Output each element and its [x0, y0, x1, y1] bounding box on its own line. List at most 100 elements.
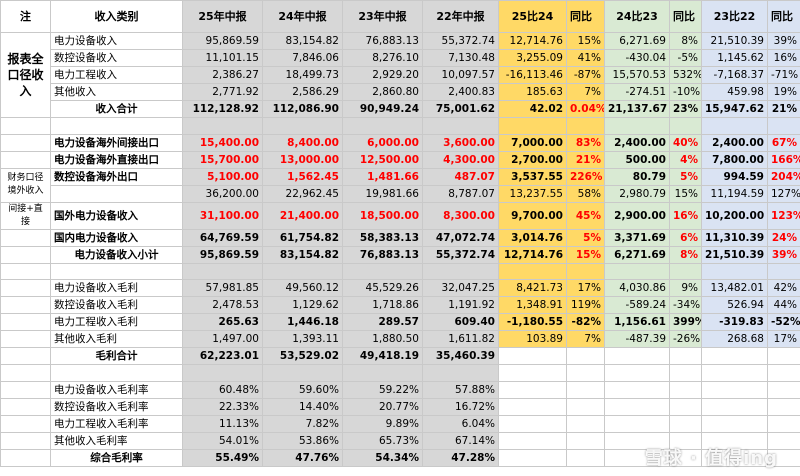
table-cell: 2,929.20: [342, 66, 423, 84]
table-cell: 12,714.76: [498, 32, 567, 50]
table-cell: 21,400.00: [262, 201, 343, 230]
table-cell: 112,128.92: [182, 100, 263, 118]
table-cell: 9,700.00: [498, 201, 567, 230]
table-row: 电力设备收入毛利率 60.48% 59.60% 59.22% 57.88%: [0, 381, 800, 400]
table-cell: 21,137.67: [604, 100, 670, 118]
table-cell: [566, 432, 605, 451]
table-cell: -274.51: [604, 83, 670, 101]
header-cell: 同比: [669, 0, 702, 33]
table-cell: [669, 449, 702, 468]
table-cell: 2,900.00: [604, 201, 670, 230]
table-cell: [604, 347, 670, 366]
table-cell: [566, 449, 605, 468]
note-cell: [0, 228, 51, 247]
table-cell: 5%: [566, 228, 605, 247]
table-cell: [604, 117, 670, 135]
table-row: 电力工程收入 2,386.27 18,499.73 2,929.20 10,097.57…: [1, 66, 800, 84]
table-cell: 39%: [767, 32, 800, 50]
table-cell: 53,529.02: [262, 347, 343, 366]
table-row: 其他收入毛利率 54.01% 53.86% 65.73% 67.14%: [0, 432, 800, 451]
table-cell: 1,446.18: [262, 313, 343, 332]
row-label: 电力设备收入毛利率: [50, 381, 183, 400]
table-cell: 10,097.57: [422, 66, 499, 84]
table-cell: 64,769.59: [182, 228, 263, 247]
table-cell: 7%: [566, 330, 605, 349]
row-label: 收入合计: [50, 100, 183, 118]
table-cell: 9.89%: [342, 415, 423, 434]
table-cell: 19,981.66: [342, 184, 423, 203]
table-cell: -5%: [669, 49, 702, 67]
table-cell: [604, 364, 670, 383]
table-cell: -71%: [767, 66, 800, 84]
table-cell: 45%: [566, 201, 605, 230]
table-cell: 49,418.19: [342, 347, 423, 366]
note-cell: 财务口径境外收入: [0, 167, 51, 203]
table-cell: 2,771.92: [182, 83, 263, 101]
table-row: 数控设备收入毛利率 22.33% 14.40% 20.77% 16.72%: [0, 398, 800, 417]
table-cell: -16,113.46: [498, 66, 567, 84]
table-cell: 1,156.61: [604, 313, 670, 332]
table-cell: 47,072.74: [422, 228, 499, 247]
table-cell: 12,714.76: [498, 245, 567, 264]
header-cell: 23比22: [701, 0, 768, 33]
table-cell: 265.63: [182, 313, 263, 332]
header-cell: 注: [0, 0, 51, 33]
table-cell: -487.39: [604, 330, 670, 349]
header-row: 注 收入类别 25年中报 24年中报 23年中报 22年中报 25比24 同比 …: [0, 0, 800, 33]
row-label: [50, 184, 183, 203]
note-cell: [0, 330, 51, 349]
table-cell: [604, 381, 670, 400]
row-label: [50, 262, 183, 281]
table-cell: 15,700.00: [182, 150, 263, 169]
table-cell: 42.02: [498, 100, 567, 118]
table-cell: 47.76%: [262, 449, 343, 468]
table-cell: 8%: [669, 245, 702, 264]
row-label: 数控设备收入: [50, 49, 183, 67]
table-cell: 3,014.76: [498, 228, 567, 247]
row-label: 国外电力设备收入: [50, 201, 183, 230]
table-cell: 12,500.00: [342, 150, 423, 169]
table-cell: [767, 347, 800, 366]
table-cell: -319.83: [701, 313, 768, 332]
table-cell: 166%: [767, 150, 800, 169]
table-cell: 6%: [669, 228, 702, 247]
table-cell: 3,255.09: [498, 49, 567, 67]
table-cell: 11.13%: [182, 415, 263, 434]
table-cell: 6.04%: [422, 415, 499, 434]
table-cell: [498, 381, 567, 400]
table-cell: 268.68: [701, 330, 768, 349]
table-cell: 185.63: [498, 83, 567, 101]
table-cell: [767, 415, 800, 434]
table-cell: 83,154.82: [262, 32, 343, 50]
table-row: 电力设备海外间接出口 15,400.00 8,400.00 6,000.00 3,600…: [0, 133, 800, 152]
table-cell: 40%: [669, 133, 702, 152]
note-cell: [0, 150, 51, 169]
table-cell: [701, 364, 768, 383]
row-label: 电力工程收入: [50, 66, 183, 84]
row-label: 电力设备海外间接出口: [50, 133, 183, 152]
table-cell: 526.94: [701, 296, 768, 315]
note-cell: [0, 415, 51, 434]
table-cell: 15,570.53: [604, 66, 670, 84]
table-cell: 7%: [566, 83, 605, 101]
table-row: 电力设备收入毛利 57,981.85 49,560.12 45,529.26 32,04…: [0, 279, 800, 298]
table-cell: -34%: [669, 296, 702, 315]
table-cell: [767, 262, 800, 281]
row-label: 其他收入毛利: [50, 330, 183, 349]
table-cell: 45,529.26: [342, 279, 423, 298]
table-cell: 1,718.86: [342, 296, 423, 315]
table-row: 数控设备收入 11,101.15 7,846.06 8,276.10 7,130.48 3…: [1, 49, 800, 67]
table-cell: 8%: [669, 32, 702, 50]
table-cell: [701, 347, 768, 366]
table-cell: 112,086.90: [262, 100, 343, 118]
table-cell: 15,400.00: [182, 133, 263, 152]
row-label: 数控设备收入毛利率: [50, 398, 183, 417]
table-cell: 2,586.29: [262, 83, 343, 101]
header-cell: 25年中报: [182, 0, 263, 33]
note-cell: [0, 347, 51, 366]
note-cell: [0, 432, 51, 451]
table-cell: -87%: [566, 66, 605, 84]
table-cell: 35,460.39: [422, 347, 499, 366]
table-cell: [669, 364, 702, 383]
table-cell: [566, 415, 605, 434]
